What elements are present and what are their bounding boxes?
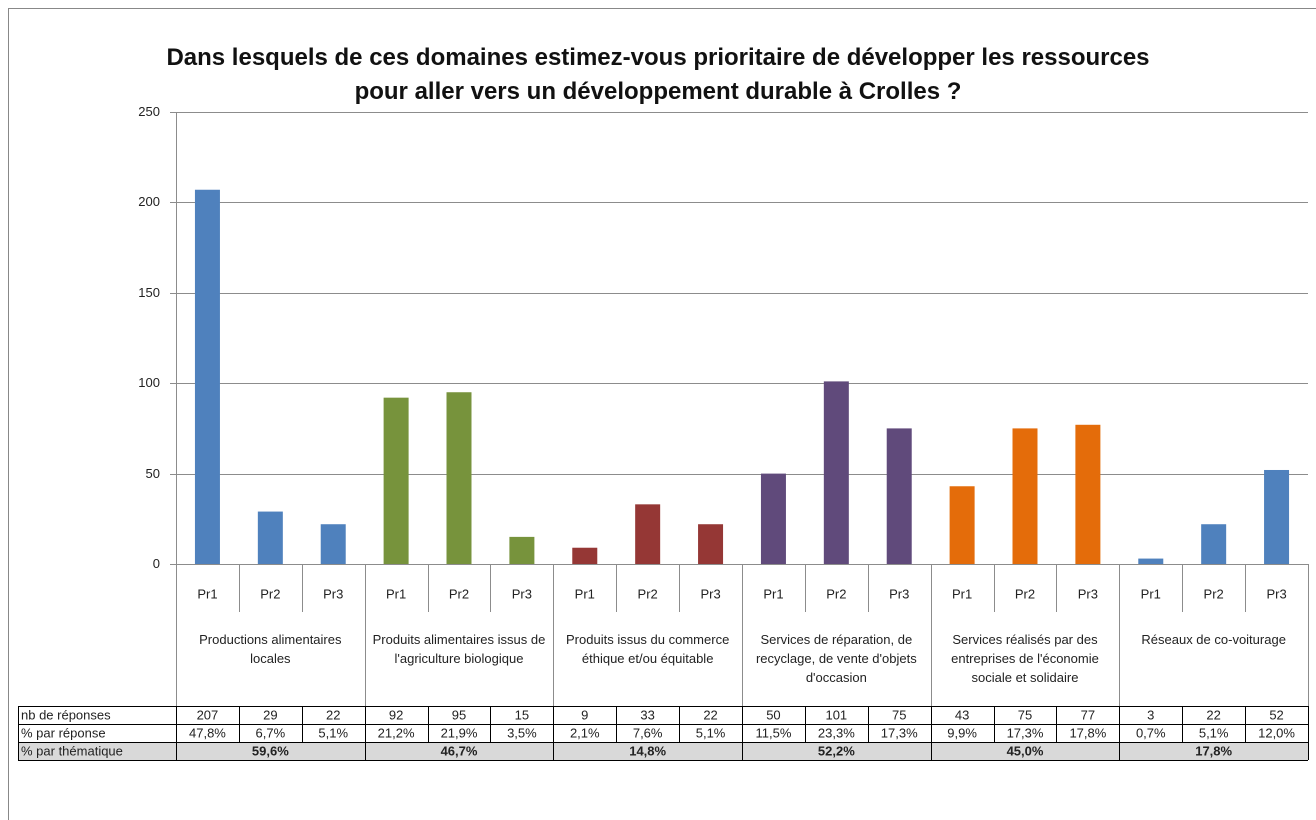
table-cell: 52,2% (818, 743, 855, 758)
bar (1138, 558, 1164, 564)
table-cell: 23,3% (818, 725, 855, 740)
x-tick-label: Pr2 (638, 586, 658, 601)
bar (949, 486, 975, 564)
x-tick-label: Pr2 (449, 586, 469, 601)
table-cell: 12,0% (1258, 725, 1295, 740)
bar (1264, 469, 1290, 564)
table-cell: 22 (326, 707, 340, 722)
x-tick-label: Pr3 (1078, 586, 1098, 601)
table-cell: 22 (1206, 707, 1220, 722)
x-tick-label: Pr3 (512, 586, 532, 601)
row-label: nb de réponses (21, 707, 111, 722)
table-cell: 5,1% (696, 725, 726, 740)
table-cell: 45,0% (1007, 743, 1044, 758)
table-cell: 21,2% (378, 725, 415, 740)
x-tick-label: Pr1 (575, 586, 595, 601)
x-tick-label: Pr1 (952, 586, 972, 601)
table-cell: 207 (197, 707, 219, 722)
x-tick-label: Pr2 (1015, 586, 1035, 601)
group-label: Produits alimentaires issus de l'agricul… (372, 632, 546, 666)
x-tick-label: Pr1 (197, 586, 217, 601)
table-cell: 75 (1018, 707, 1032, 722)
table-shade (18, 742, 1308, 760)
bar (823, 381, 849, 564)
y-tick-label: 100 (138, 375, 160, 390)
bar (760, 473, 786, 564)
table-cell: 7,6% (633, 725, 663, 740)
x-tick-label: Pr3 (1266, 586, 1286, 601)
row-label: % par thématique (21, 743, 123, 758)
table-cell: 101 (825, 707, 847, 722)
table-cell: 9 (581, 707, 588, 722)
table-cell: 29 (263, 707, 277, 722)
x-tick-label: Pr2 (260, 586, 280, 601)
table-cell: 17,3% (1007, 725, 1044, 740)
table-cell: 11,5% (755, 725, 791, 740)
table-cell: 59,6% (252, 743, 289, 758)
table-cell: 3 (1147, 707, 1154, 722)
table-cell: 5,1% (1199, 725, 1229, 740)
table-cell: 92 (389, 707, 403, 722)
y-tick-label: 250 (138, 104, 160, 119)
bar (1201, 524, 1227, 564)
x-tick-label: Pr1 (763, 586, 783, 601)
group-label: Productions alimentaires locales (199, 632, 342, 666)
table-cell: 17,8% (1195, 743, 1232, 758)
bar (509, 536, 535, 564)
bar (635, 504, 661, 564)
x-tick-label: Pr2 (1204, 586, 1224, 601)
bar (1075, 424, 1101, 564)
bar (446, 392, 472, 564)
table-cell: 77 (1081, 707, 1095, 722)
row-label: % par réponse (21, 725, 106, 740)
x-tick-label: Pr3 (323, 586, 343, 601)
table-cell: 17,8% (1069, 725, 1106, 740)
bar (257, 511, 283, 564)
group-label: Services de réparation, de recyclage, de… (755, 632, 917, 685)
bar (886, 428, 912, 564)
x-tick-label: Pr2 (826, 586, 846, 601)
table-cell: 46,7% (441, 743, 478, 758)
x-tick-label: Pr3 (889, 586, 909, 601)
table-cell: 0,7% (1136, 725, 1166, 740)
table-cell: 15 (515, 707, 529, 722)
bar (572, 547, 598, 564)
bar (1012, 428, 1038, 564)
table-cell: 47,8% (189, 725, 226, 740)
table-cell: 75 (892, 707, 906, 722)
table-cell: 43 (955, 707, 969, 722)
x-tick-label: Pr1 (386, 586, 406, 601)
x-tick-label: Pr3 (700, 586, 720, 601)
table-cell: 5,1% (318, 725, 348, 740)
table-cell: 22 (703, 707, 717, 722)
y-tick-label: 0 (153, 556, 160, 571)
bar (320, 524, 346, 564)
y-tick-label: 150 (138, 285, 160, 300)
table-cell: 17,3% (881, 725, 918, 740)
table-cell: 6,7% (256, 725, 286, 740)
table-cell: 95 (452, 707, 466, 722)
table-cell: 9,9% (947, 725, 977, 740)
table-cell: 21,9% (441, 725, 478, 740)
table-cell: 14,8% (629, 743, 666, 758)
table-cell: 2,1% (570, 725, 600, 740)
table-cell: 3,5% (507, 725, 537, 740)
chart-title: Dans lesquels de ces domaines estimez-vo… (166, 44, 1150, 71)
table-cell: 50 (766, 707, 780, 722)
bar (383, 397, 409, 564)
bar (194, 189, 220, 564)
chart-title: pour aller vers un développement durable… (354, 78, 962, 105)
table-cell: 33 (640, 707, 654, 722)
table-cell: 52 (1269, 707, 1283, 722)
group-label: Produits issus du commerce éthique et/ou… (566, 632, 730, 666)
y-tick-label: 200 (138, 194, 160, 209)
group-label: Réseaux de co-voiturage (1141, 632, 1286, 647)
bar (698, 524, 724, 564)
x-tick-label: Pr1 (1141, 586, 1161, 601)
y-tick-label: 50 (146, 466, 160, 481)
group-label: Services réalisés par des entreprises de… (951, 632, 1099, 685)
